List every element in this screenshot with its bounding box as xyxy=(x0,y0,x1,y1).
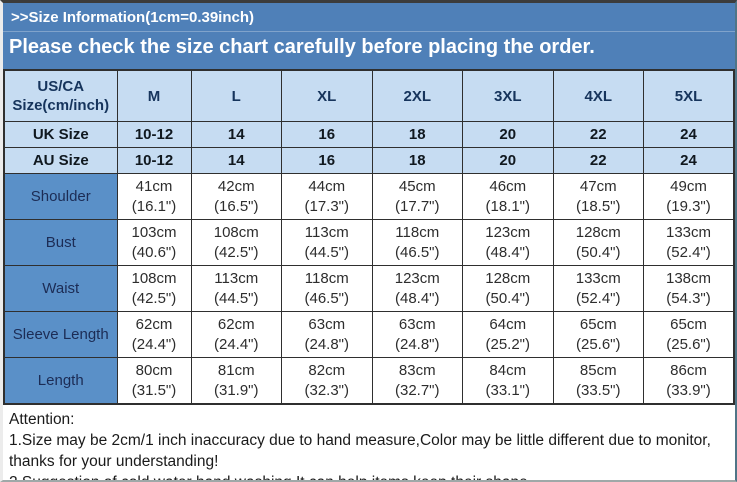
size-cell: 16 xyxy=(281,121,373,148)
attention-note-2: 2.Suggestion of cold water hand washing.… xyxy=(9,472,729,480)
row-label: UK Size xyxy=(3,121,118,148)
size-chart-table: US/CA Size(cm/inch) M L XL 2XL 3XL 4XL 5XL UK Si… xyxy=(3,69,735,405)
row-label: Waist xyxy=(3,265,118,312)
measure-cell: 123cm (48.4") xyxy=(371,265,463,312)
column-header: 3XL xyxy=(462,69,554,122)
row-label: Length xyxy=(3,357,118,405)
measure-cell: 47cm (18.5") xyxy=(552,173,644,220)
measure-cell: 83cm (32.7") xyxy=(371,357,463,405)
measure-cell: 128cm (50.4") xyxy=(462,265,554,312)
measure-cell: 84cm (33.1") xyxy=(462,357,554,405)
measure-cell: 65cm (25.6") xyxy=(552,311,644,358)
measure-cell: 113cm (44.5") xyxy=(281,219,373,266)
table-row: Bust 103cm (40.6") 108cm (42.5") 113cm (44.… xyxy=(3,219,735,266)
measure-cell: 42cm (16.5") xyxy=(190,173,282,220)
size-cell: 20 xyxy=(462,121,554,148)
attention-notes: Attention: 1.Size may be 2cm/1 inch inac… xyxy=(3,405,735,480)
table-row: Length 80cm (31.5") 81cm (31.9") 82cm (32.3… xyxy=(3,357,735,405)
size-cell: 16 xyxy=(281,147,373,174)
row-label: AU Size xyxy=(3,147,118,174)
size-cell: 10-12 xyxy=(116,147,192,174)
measure-cell: 133cm (52.4") xyxy=(643,219,735,266)
measure-cell: 45cm (17.7") xyxy=(371,173,463,220)
column-header: 2XL xyxy=(371,69,463,122)
table-row: Waist 108cm (42.5") 113cm (44.5") 118cm (46… xyxy=(3,265,735,312)
size-cell: 10-12 xyxy=(116,121,192,148)
size-cell: 14 xyxy=(190,121,282,148)
size-cell: 20 xyxy=(462,147,554,174)
size-cell: 24 xyxy=(643,121,735,148)
size-information-title: >>Size Information(1cm=0.39inch) xyxy=(11,9,254,26)
measure-cell: 81cm (31.9") xyxy=(190,357,282,405)
banner: >>Size Information(1cm=0.39inch) Please … xyxy=(3,3,735,69)
measure-cell: 123cm (48.4") xyxy=(462,219,554,266)
measure-cell: 86cm (33.9") xyxy=(643,357,735,405)
measure-cell: 49cm (19.3") xyxy=(643,173,735,220)
table-row: Shoulder 41cm (16.1") 42cm (16.5") 44cm (17… xyxy=(3,173,735,220)
column-header: 5XL xyxy=(643,69,735,122)
measure-cell: 133cm (52.4") xyxy=(552,265,644,312)
column-header: XL xyxy=(281,69,373,122)
measure-cell: 113cm (44.5") xyxy=(190,265,282,312)
size-chart-warning-text: Please check the size chart carefully be… xyxy=(3,31,735,59)
size-cell: 24 xyxy=(643,147,735,174)
row-label: Shoulder xyxy=(3,173,118,220)
row-label: Bust xyxy=(3,219,118,266)
table-row: UK Size 10-12 14 16 18 20 22 24 xyxy=(3,121,735,148)
measure-cell: 62cm (24.4") xyxy=(190,311,282,358)
measure-cell: 108cm (42.5") xyxy=(116,265,192,312)
attention-note-1: 1.Size may be 2cm/1 inch inaccuracy due … xyxy=(9,432,711,470)
column-header: 4XL xyxy=(552,69,644,122)
size-cell: 14 xyxy=(190,147,282,174)
measure-cell: 85cm (33.5") xyxy=(552,357,644,405)
measure-cell: 118cm (46.5") xyxy=(281,265,373,312)
column-header: L xyxy=(190,69,282,122)
measure-cell: 63cm (24.8") xyxy=(281,311,373,358)
measure-cell: 62cm (24.4") xyxy=(116,311,192,358)
size-cell: 22 xyxy=(552,147,644,174)
measure-cell: 103cm (40.6") xyxy=(116,219,192,266)
measure-cell: 108cm (42.5") xyxy=(190,219,282,266)
attention-heading: Attention: xyxy=(9,411,75,428)
measure-cell: 63cm (24.8") xyxy=(371,311,463,358)
table-row: AU Size 10-12 14 16 18 20 22 24 xyxy=(3,147,735,174)
measure-cell: 128cm (50.4") xyxy=(552,219,644,266)
measure-cell: 80cm (31.5") xyxy=(116,357,192,405)
size-cell: 18 xyxy=(371,121,463,148)
corner-header-cell: US/CA Size(cm/inch) xyxy=(3,69,118,122)
measure-cell: 64cm (25.2") xyxy=(462,311,554,358)
measure-cell: 65cm (25.6") xyxy=(643,311,735,358)
measure-cell: 46cm (18.1") xyxy=(462,173,554,220)
column-header: M xyxy=(116,69,192,122)
measure-cell: 138cm (54.3") xyxy=(643,265,735,312)
header-row: US/CA Size(cm/inch) M L XL 2XL 3XL 4XL 5XL xyxy=(3,69,735,122)
measure-cell: 44cm (17.3") xyxy=(281,173,373,220)
size-cell: 22 xyxy=(552,121,644,148)
table-row: Sleeve Length 62cm (24.4") 62cm (24.4") 63c… xyxy=(3,311,735,358)
size-cell: 18 xyxy=(371,147,463,174)
measure-cell: 41cm (16.1") xyxy=(116,173,192,220)
measure-cell: 118cm (46.5") xyxy=(371,219,463,266)
measure-cell: 82cm (32.3") xyxy=(281,357,373,405)
row-label: Sleeve Length xyxy=(3,311,118,358)
